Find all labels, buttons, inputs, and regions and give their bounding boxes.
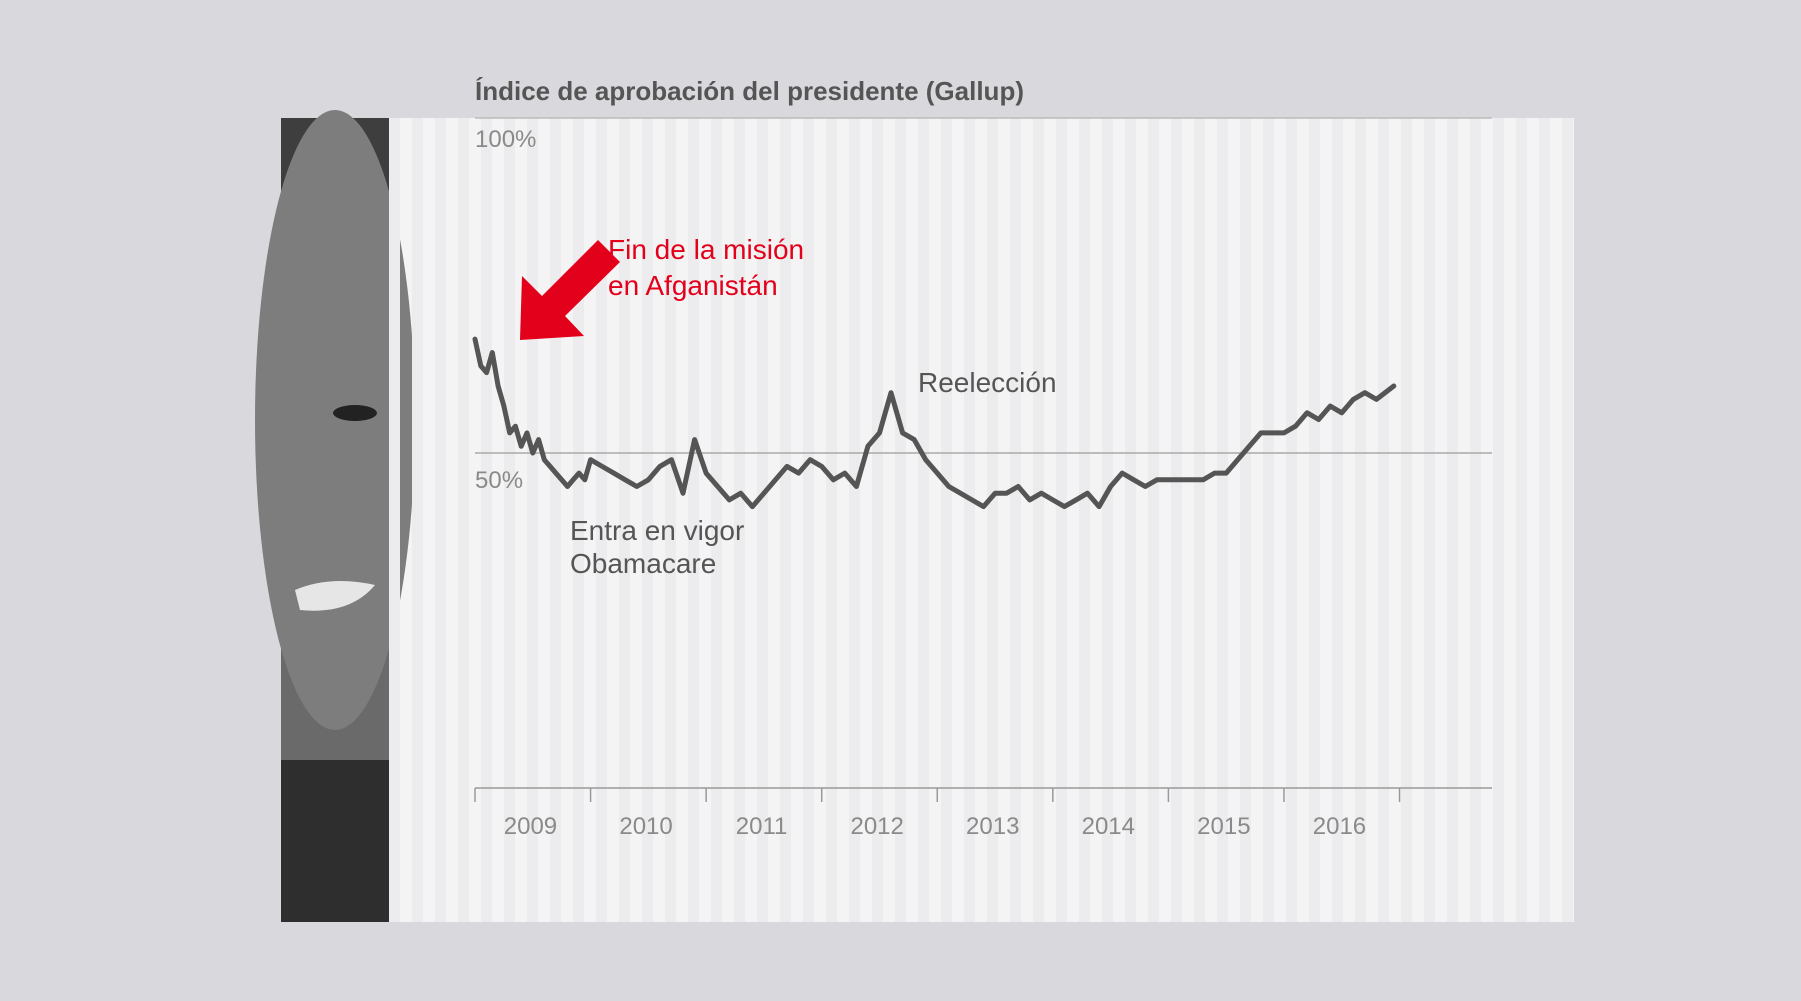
stripe	[504, 118, 515, 922]
stripe	[1539, 118, 1550, 922]
stripe	[941, 118, 952, 922]
stripe	[1171, 118, 1182, 922]
stripe	[1102, 118, 1113, 922]
x-tick-label-2011: 2011	[736, 813, 788, 840]
stripe	[1033, 118, 1044, 922]
stripe	[573, 118, 584, 922]
x-tick-label-2015: 2015	[1197, 813, 1250, 840]
stripe	[849, 118, 860, 922]
stripe	[412, 118, 423, 922]
red-arrow-icon	[520, 240, 620, 340]
stripe	[481, 118, 492, 922]
stripe	[1401, 118, 1412, 922]
x-tick-label-2014: 2014	[1082, 813, 1135, 840]
stripe	[1148, 118, 1159, 922]
portrait-photo	[255, 110, 415, 922]
approval-line	[472, 336, 1397, 510]
stripe	[1125, 118, 1136, 922]
stripe	[688, 118, 699, 922]
x-tick-label-2013: 2013	[966, 813, 1019, 840]
x-tick-label-2016: 2016	[1313, 813, 1366, 840]
x-tick-label-2009: 2009	[504, 813, 557, 840]
stripe	[1263, 118, 1274, 922]
stripe	[1516, 118, 1527, 922]
stripe	[1562, 118, 1573, 922]
stripe	[458, 118, 469, 922]
chart-title: Índice de aprobación del presidente (Gal…	[475, 76, 1024, 106]
stripe	[1056, 118, 1067, 922]
stripe	[1309, 118, 1320, 922]
y-axis-labels: 100% 50%	[475, 126, 536, 494]
stripe	[1447, 118, 1458, 922]
stripe	[803, 118, 814, 922]
stripe	[757, 118, 768, 922]
stripe	[780, 118, 791, 922]
x-tick-label-2012: 2012	[850, 813, 903, 840]
y-tick-label-50: 50%	[475, 467, 523, 494]
annotation-afganistan: Fin de la misión en Afganistán	[520, 234, 804, 340]
stripe	[1470, 118, 1481, 922]
annotation-afganistan-line2: en Afganistán	[608, 270, 778, 301]
annotation-obamacare-line2: Obamacare	[570, 548, 716, 579]
stripe	[1355, 118, 1366, 922]
stripe	[389, 118, 400, 922]
x-axis: 2009 2010 2011 2012 2013 2014 2015 2016	[474, 787, 1492, 840]
stripe	[826, 118, 837, 922]
stripe	[1493, 118, 1504, 922]
stripe	[619, 118, 630, 922]
y-tick-label-100: 100%	[475, 126, 536, 153]
stripe	[642, 118, 653, 922]
stripe	[1378, 118, 1389, 922]
stripe	[964, 118, 975, 922]
stripe	[527, 118, 538, 922]
stripe	[1194, 118, 1205, 922]
gridlines	[475, 117, 1492, 454]
stripe	[734, 118, 745, 922]
stripe	[550, 118, 561, 922]
annotation-reeleccion: Reelección	[918, 367, 1057, 398]
annotation-afganistan-line1: Fin de la misión	[608, 234, 804, 265]
x-tick-label-2010: 2010	[619, 813, 672, 840]
stripe	[435, 118, 446, 922]
stripe	[918, 118, 929, 922]
stripe	[1217, 118, 1228, 922]
annotation-obamacare: Entra en vigor Obamacare	[570, 515, 744, 579]
stripe	[1424, 118, 1435, 922]
stripe	[1010, 118, 1021, 922]
background-stripes	[389, 118, 1573, 922]
stripe	[1332, 118, 1343, 922]
annotation-obamacare-line1: Entra en vigor	[570, 515, 744, 546]
stripe	[987, 118, 998, 922]
stripe	[596, 118, 607, 922]
stripe	[1240, 118, 1251, 922]
annotation-reeleccion-label: Reelección	[918, 367, 1057, 398]
stripe	[1079, 118, 1090, 922]
stripe	[711, 118, 722, 922]
stripe	[1286, 118, 1297, 922]
stripe	[665, 118, 676, 922]
stripe	[872, 118, 883, 922]
stripe	[895, 118, 906, 922]
